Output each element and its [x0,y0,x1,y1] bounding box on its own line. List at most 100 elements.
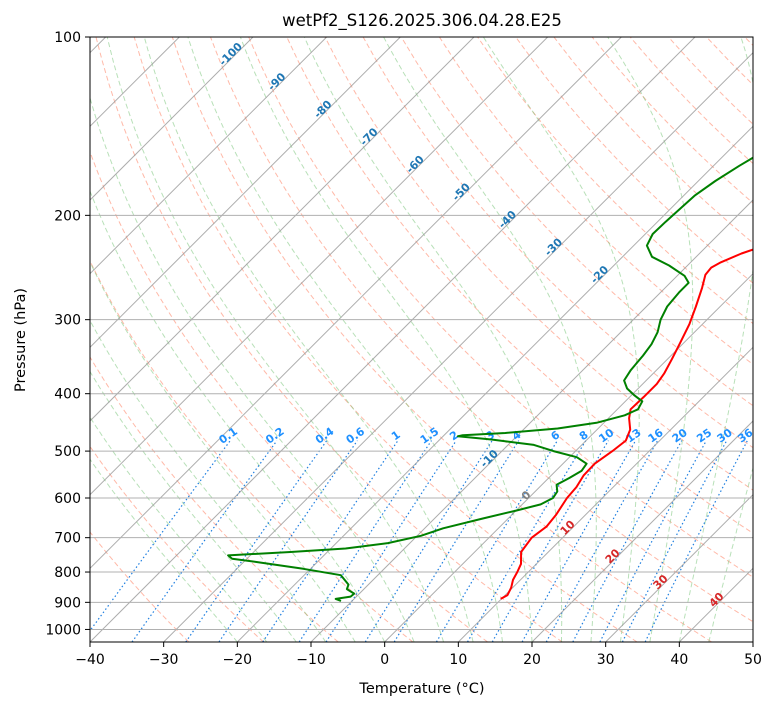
isotherm-line [90,37,401,349]
moist-adiabat [187,37,503,642]
moist-adiabat [708,466,753,642]
dry-adiabat [744,37,753,47]
dry-adiabat [515,37,753,284]
isotherm-line [384,272,753,642]
moist-adiabat [303,37,563,642]
mixing-ratio-label: 1 [389,428,403,443]
isotherm-line [90,37,696,642]
moist-adiabat [239,37,533,642]
dry-adiabat [362,37,753,449]
x-tick-label: −40 [75,652,105,668]
x-tick-label: 30 [597,652,615,668]
isotherm-label: -100 [216,40,245,69]
dry-adiabat [90,531,190,642]
mixing-ratio-label: 0.2 [263,425,286,447]
dry-adiabat [90,356,339,642]
mixing-ratio-line [599,440,707,642]
dry-adiabat [90,445,264,642]
isotherm-label: -70 [357,125,380,148]
mixing-ratio-label: 16 [646,426,666,446]
dry-adiabat [90,150,488,642]
mixing-ratio-line [262,440,399,642]
moist-adiabat [143,37,474,642]
isotherm-label: 40 [707,590,727,610]
moist-adiabat [90,458,238,642]
dry-adiabat [591,37,753,204]
isotherm-line [457,346,753,642]
dewpoint-profile-line [227,156,753,602]
dry-adiabat [706,37,753,86]
isotherm-line [310,199,753,642]
moist-adiabat [607,37,694,642]
isotherm-line [531,420,753,642]
temperature-profile-line [500,248,753,600]
chart-title: wetPf2_S126.2025.306.04.28.E25 [282,11,562,31]
isotherm-label: -20 [588,263,611,286]
isotherm-line [163,51,753,642]
isotherm-label: 30 [651,572,671,592]
isotherm-line [90,37,328,275]
x-tick-label: −30 [149,652,179,668]
x-tick-label: 0 [380,652,389,668]
moist-adiabat [90,260,356,642]
y-tick-label: 900 [54,595,81,611]
x-tick-label: 20 [523,652,541,668]
x-tick-label: −20 [223,652,253,668]
mixing-ratio-line [521,440,637,642]
mixing-ratio-line [572,440,683,642]
isotherm-line [90,37,475,422]
chart-grid [90,37,753,642]
moist-adiabat [383,37,597,642]
y-tick-label: 600 [54,491,81,507]
y-tick-label: 700 [54,531,81,547]
moist-adiabat [106,37,445,642]
mixing-ratio-line [545,440,659,642]
mixing-ratio-line [90,440,231,632]
y-tick-label: 300 [54,313,81,329]
y-tick-label: 200 [54,208,81,224]
moist-adiabat [90,319,327,642]
isotherm-label: 20 [603,546,623,566]
mixing-ratio-line [644,440,748,642]
mixing-ratio-label: 3 [483,428,497,443]
mixing-ratio-line [185,440,328,642]
dry-adiabat [210,37,753,623]
x-tick-label: 40 [670,652,688,668]
isotherm-label: -90 [265,70,288,93]
isotherm-line [678,567,753,642]
mixing-ratio-label: 36 [735,426,755,446]
dry-adiabat [90,259,414,642]
mixing-ratio-label: 0.6 [344,425,368,447]
mixing-ratio-line [393,440,520,642]
dry-adiabat [95,37,563,642]
moist-adiabat [678,37,753,642]
mixing-ratio-line [298,440,432,642]
isotherm-label: -80 [311,98,334,121]
dry-adiabat [171,37,712,642]
x-tick-label: 10 [449,652,467,668]
mixing-ratio-line [466,440,587,642]
chart-series [227,156,753,602]
mixing-ratio-label: 25 [694,426,714,445]
mixing-ratio-line [325,440,457,642]
x-axis-ticks: −40 −30 −20 −10 0 10 20 30 40 50 [75,642,762,668]
y-tick-label: 100 [54,30,81,46]
y-tick-label: 1000 [45,622,81,638]
isotherm-line [236,125,753,642]
y-tick-label: 800 [54,565,81,581]
mixing-ratio-line [435,440,558,642]
dry-adiabat [133,37,638,642]
isotherm-label: -30 [542,235,565,258]
moist-adiabat [90,416,268,642]
mixing-ratio-line [491,440,609,642]
isotherm-label: -60 [404,153,427,176]
x-tick-label: 50 [744,652,762,668]
moist-adiabat [90,189,386,642]
isotherm-line [90,37,622,570]
mixing-ratio-line [131,440,278,642]
dry-adiabat [400,37,753,407]
dry-adiabat [668,37,753,125]
dry-adiabat [438,37,753,366]
mixing-ratio-label: 0.1 [217,425,240,447]
